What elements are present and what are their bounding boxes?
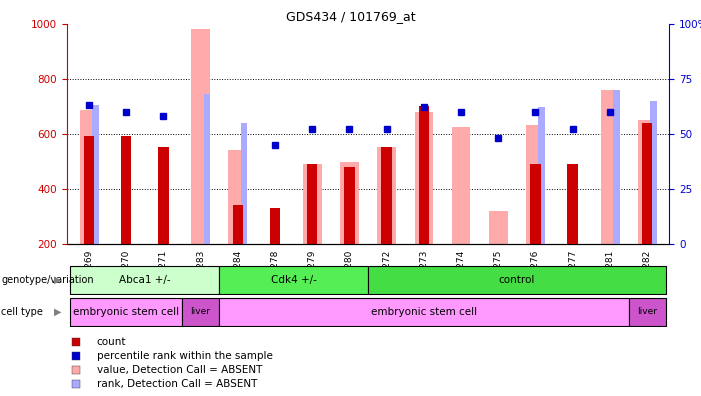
Text: cell type: cell type: [1, 307, 43, 317]
Bar: [240, 123, 247, 244]
Text: embryonic stem cell: embryonic stem cell: [73, 307, 179, 317]
Bar: [83, 136, 94, 244]
Bar: [538, 107, 545, 244]
Bar: [70, 298, 182, 326]
Bar: [638, 120, 656, 244]
Bar: [80, 110, 98, 244]
Bar: [191, 29, 210, 244]
Text: rank, Detection Call = ABSENT: rank, Detection Call = ABSENT: [97, 379, 257, 389]
Bar: [219, 298, 629, 326]
Bar: [92, 105, 99, 244]
Bar: [270, 208, 280, 244]
Text: GDS434 / 101769_at: GDS434 / 101769_at: [286, 10, 415, 23]
Text: liver: liver: [191, 307, 210, 316]
Bar: [526, 126, 545, 244]
Text: Abca1 +/-: Abca1 +/-: [119, 275, 170, 285]
Text: Cdk4 +/-: Cdk4 +/-: [271, 275, 317, 285]
Bar: [233, 205, 243, 244]
Bar: [307, 164, 318, 244]
Text: liver: liver: [637, 307, 657, 316]
Bar: [377, 147, 396, 244]
Bar: [229, 150, 247, 244]
Text: genotype/variation: genotype/variation: [1, 275, 94, 285]
Bar: [601, 89, 619, 244]
Text: count: count: [97, 337, 126, 347]
Bar: [650, 101, 657, 244]
Bar: [414, 112, 433, 244]
Bar: [489, 211, 508, 244]
Bar: [418, 106, 429, 244]
Bar: [158, 147, 168, 244]
Bar: [451, 127, 470, 244]
Bar: [70, 266, 219, 295]
Text: percentile rank within the sample: percentile rank within the sample: [97, 351, 273, 361]
Bar: [368, 266, 666, 295]
Bar: [340, 162, 359, 244]
Bar: [203, 94, 210, 244]
Text: value, Detection Call = ABSENT: value, Detection Call = ABSENT: [97, 365, 262, 375]
Bar: [121, 136, 131, 244]
Bar: [303, 164, 322, 244]
Bar: [344, 167, 355, 244]
Bar: [182, 298, 219, 326]
Bar: [629, 298, 666, 326]
Bar: [381, 147, 392, 244]
Bar: [642, 123, 653, 244]
Bar: [219, 266, 368, 295]
Text: ▶: ▶: [54, 307, 62, 317]
Bar: [613, 89, 620, 244]
Bar: [530, 164, 540, 244]
Bar: [568, 164, 578, 244]
Text: ▶: ▶: [54, 275, 62, 285]
Text: control: control: [498, 275, 535, 285]
Text: embryonic stem cell: embryonic stem cell: [371, 307, 477, 317]
